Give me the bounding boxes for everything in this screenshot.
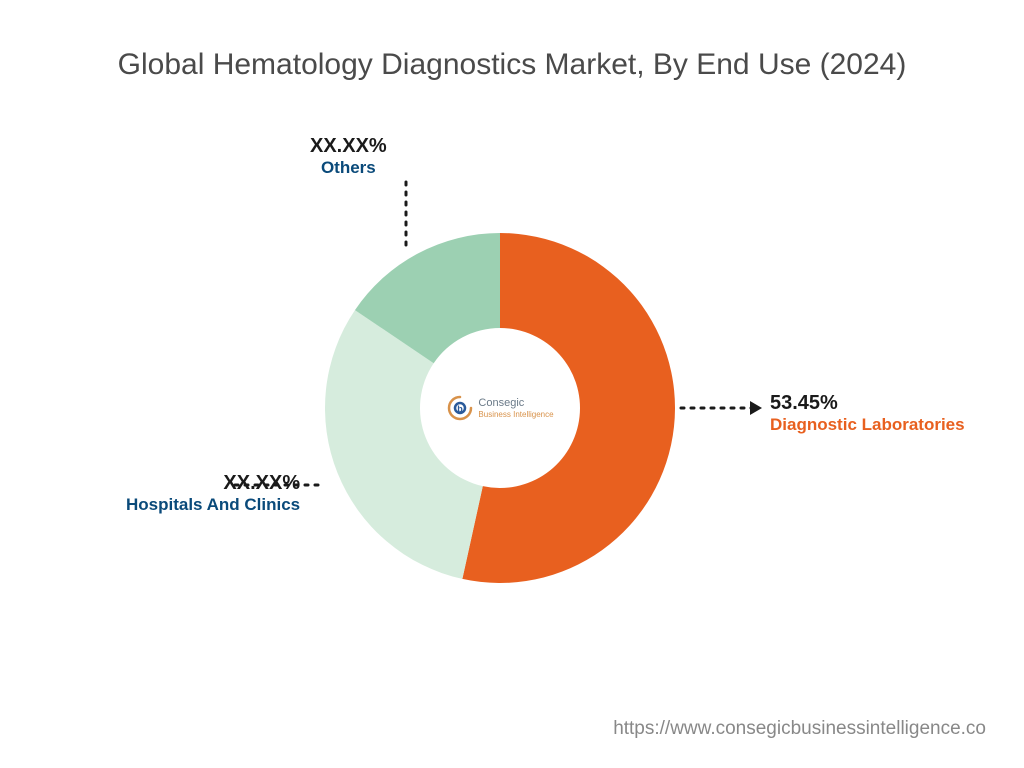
- label-hospitals-name: Hospitals And Clinics: [126, 495, 300, 515]
- logo-brand-line2: Business Intelligence: [478, 410, 553, 420]
- svg-text:b: b: [458, 404, 464, 414]
- logo-icon: b: [446, 394, 474, 422]
- label-others-name: Others: [310, 158, 387, 178]
- label-others: XX.XX% Others: [310, 135, 387, 178]
- logo-text: Consegic Business Intelligence: [478, 397, 553, 420]
- label-diagnostic-laboratories: 53.45% Diagnostic Laboratories: [770, 392, 965, 435]
- center-watermark-logo: b Consegic Business Intelligence: [435, 390, 565, 426]
- label-hospitals-pct: XX.XX%: [126, 472, 300, 495]
- label-others-pct: XX.XX%: [310, 135, 387, 158]
- label-diagnostic-pct: 53.45%: [770, 392, 965, 415]
- chart-title: Global Hematology Diagnostics Market, By…: [0, 48, 1024, 82]
- label-diagnostic-name: Diagnostic Laboratories: [770, 415, 965, 435]
- logo-brand-line1: Consegic: [478, 397, 553, 410]
- footer-source-url: https://www.consegicbusinessintelligence…: [613, 718, 986, 740]
- label-hospitals-clinics: XX.XX% Hospitals And Clinics: [126, 472, 300, 515]
